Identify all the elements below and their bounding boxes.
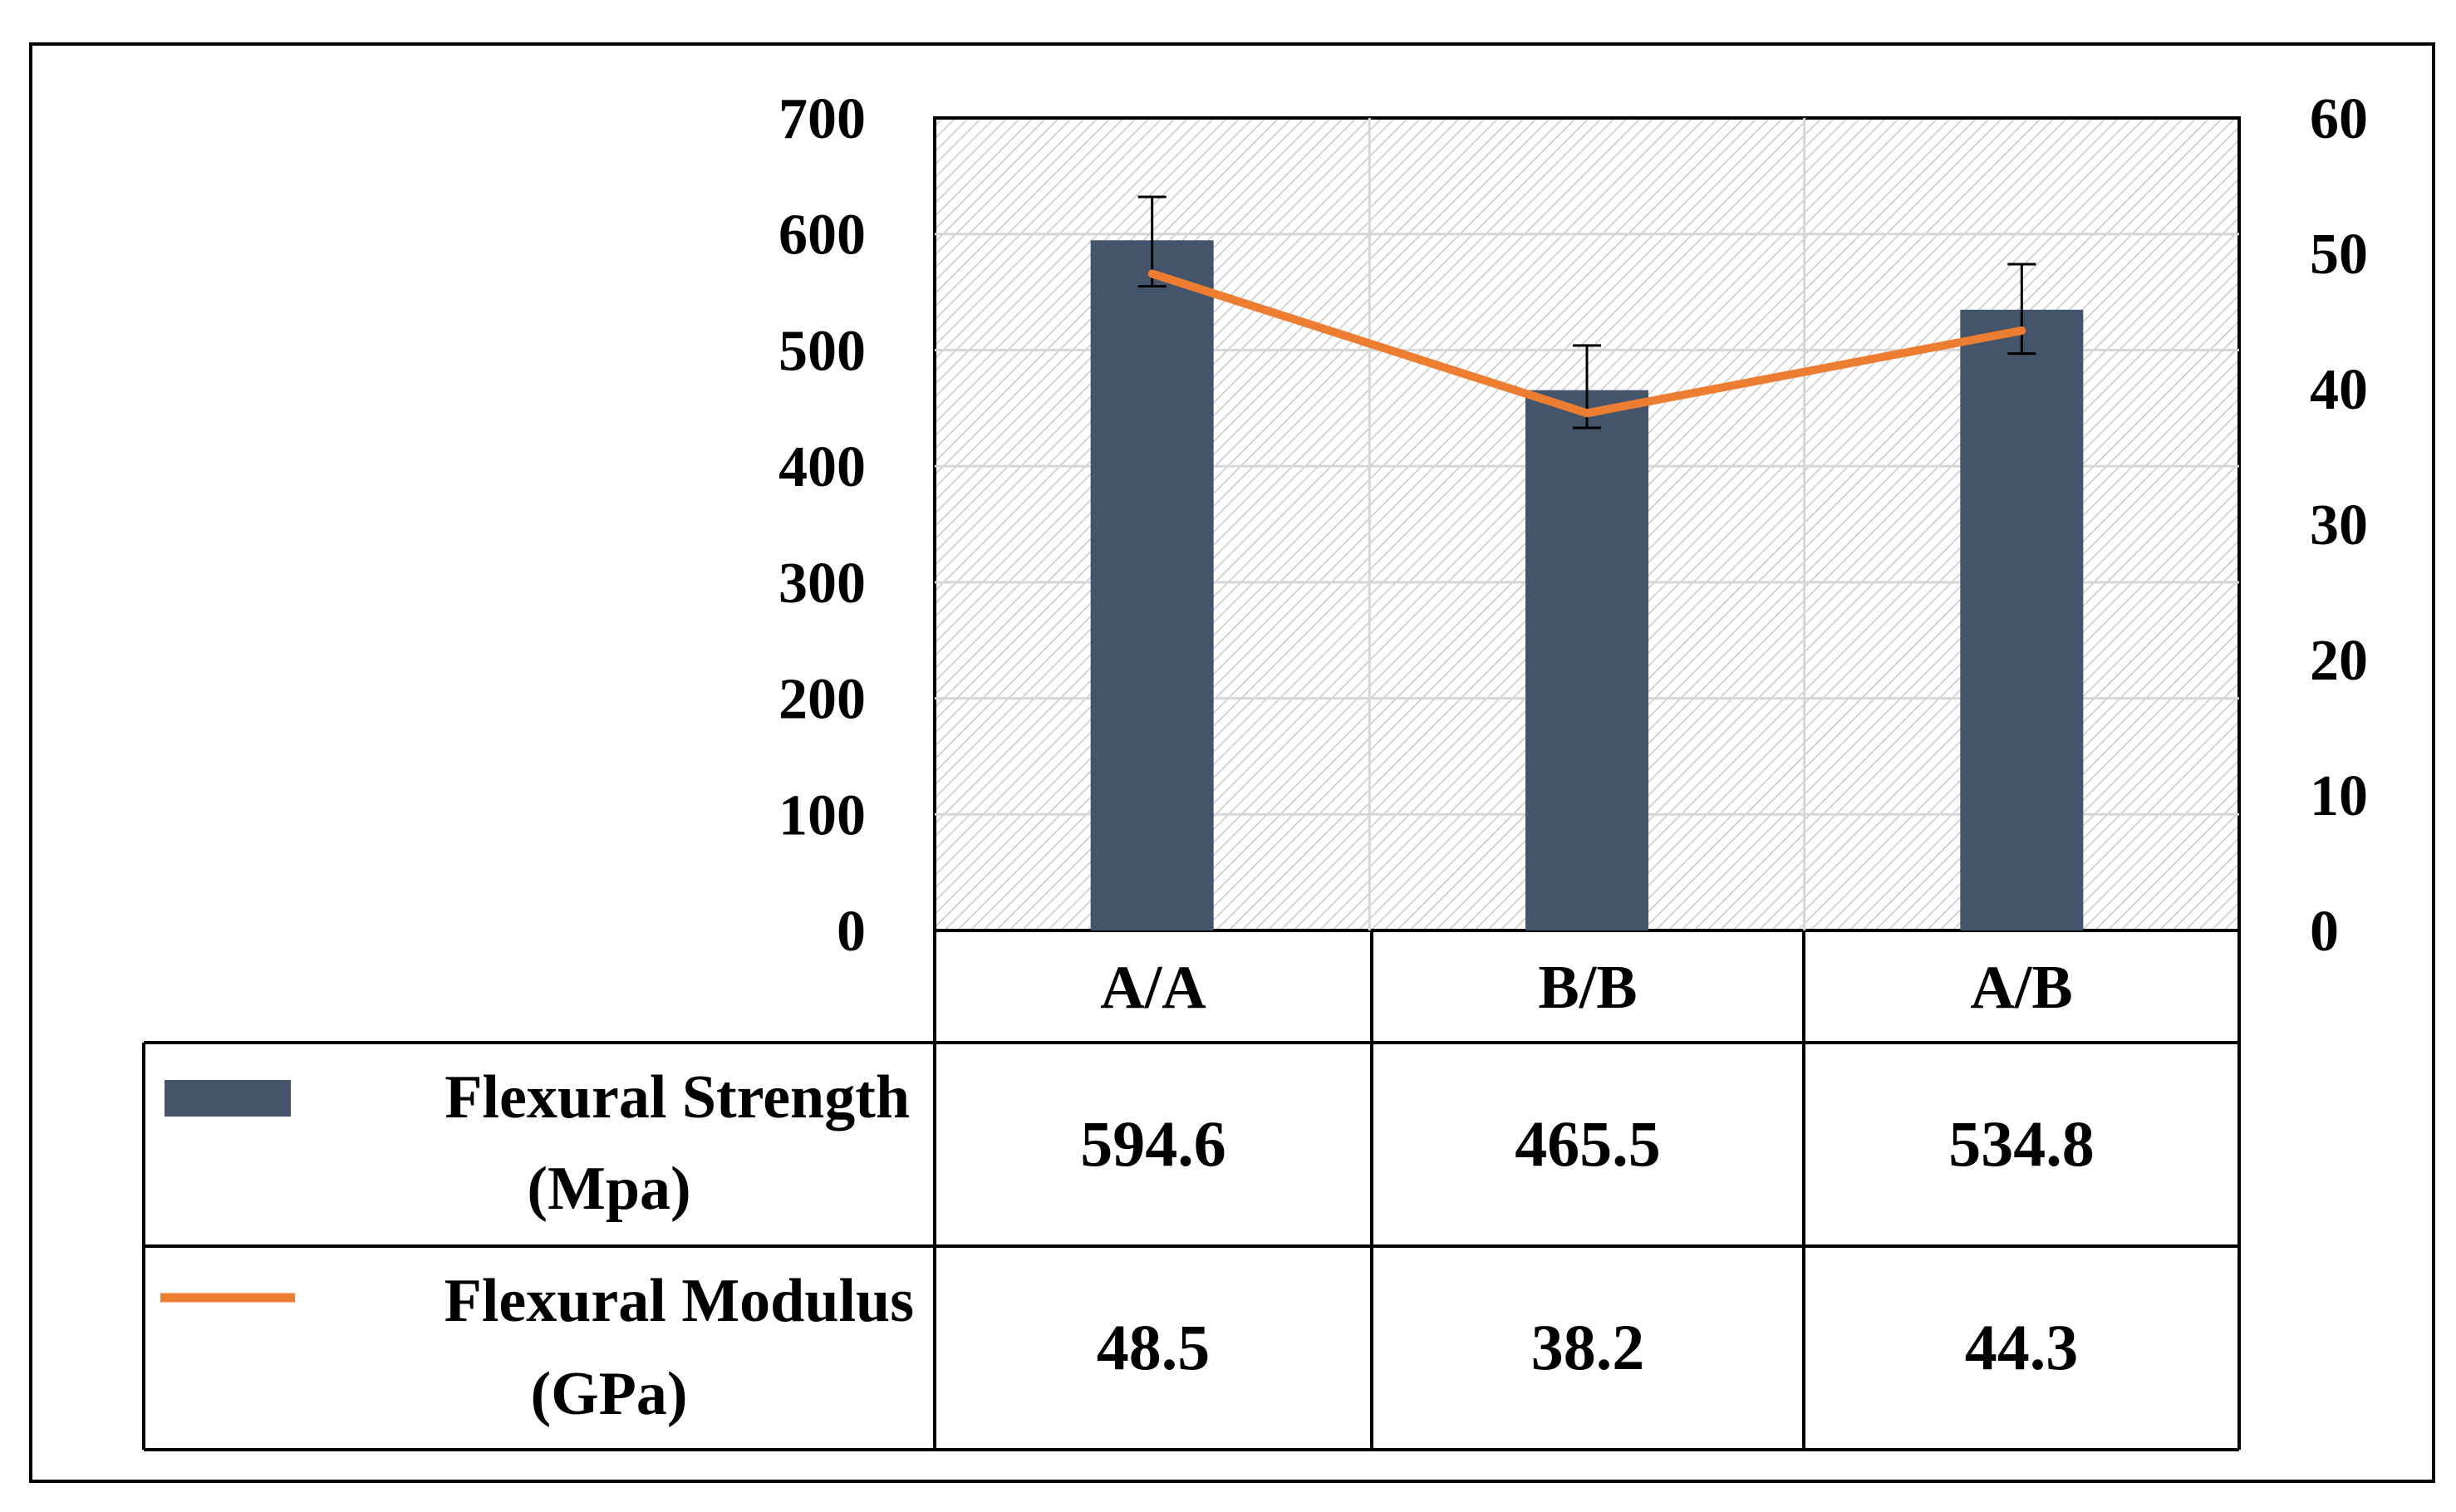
y-tick-label-left: 600 — [779, 204, 866, 268]
legend-label-strength: Flexural Strength — [445, 1063, 910, 1132]
y-tick-label-left: 700 — [779, 87, 866, 151]
table-cell: 534.8 — [1948, 1107, 2095, 1180]
modulus-line — [1147, 269, 2026, 418]
y-tick-label-right: 10 — [2310, 764, 2368, 828]
y-tick-label-left: 0 — [837, 900, 866, 964]
category-label: A/A — [1100, 954, 1206, 1022]
line-series — [1147, 269, 2026, 418]
y-tick-label-right: 20 — [2310, 629, 2368, 693]
y-tick-label-left: 300 — [779, 552, 866, 616]
bar — [1090, 240, 1214, 930]
table-cell: 465.5 — [1515, 1107, 1661, 1180]
bar-series — [1090, 240, 2084, 931]
y-tick-label-right: 50 — [2310, 223, 2368, 287]
outer-frame — [29, 42, 2435, 1483]
legend-unit-strength: (Mpa) — [527, 1155, 690, 1223]
y-tick-label-left: 500 — [779, 319, 866, 383]
bar — [1525, 390, 1648, 930]
y-tick-label-right: 0 — [2310, 900, 2339, 964]
category-label: A/B — [1970, 954, 2072, 1022]
legend-unit-modulus: (GPa) — [530, 1360, 687, 1428]
table-cell: 48.5 — [1097, 1311, 1211, 1383]
data-table: A/A B/B A/B Flexural Strength (Mpa) Flex… — [142, 930, 2241, 1451]
bar — [1960, 309, 2084, 931]
right-axis: 60 50 40 30 20 10 0 — [2310, 87, 2368, 964]
table-cell: 44.3 — [1965, 1311, 2079, 1383]
y-tick-label-left: 100 — [779, 783, 866, 847]
y-tick-label-right: 40 — [2310, 358, 2368, 422]
y-tick-label-right: 60 — [2310, 87, 2368, 151]
y-tick-label-right: 30 — [2310, 493, 2368, 557]
y-tick-label-left: 200 — [779, 668, 866, 732]
y-tick-label-left: 400 — [779, 435, 866, 499]
table-cell: 38.2 — [1531, 1311, 1645, 1383]
category-label: B/B — [1538, 954, 1637, 1022]
legend-swatch-strength — [165, 1080, 291, 1117]
legend-label-modulus: Flexural Modulus — [445, 1267, 914, 1335]
table-cell: 594.6 — [1080, 1107, 1226, 1180]
left-axis: 700 600 500 400 300 200 100 0 — [779, 87, 866, 964]
